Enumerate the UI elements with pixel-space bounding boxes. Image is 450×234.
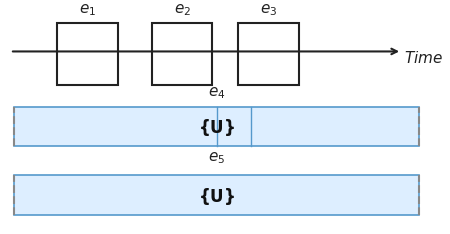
Text: $\mathit{e}_5$: $\mathit{e}_5$ [208,151,225,166]
FancyBboxPatch shape [238,23,299,84]
FancyBboxPatch shape [152,23,212,84]
Text: $\mathit{e}_{3}$: $\mathit{e}_{3}$ [260,3,277,18]
FancyBboxPatch shape [58,23,118,84]
Text: $\mathbf{\{U\}}$: $\mathbf{\{U\}}$ [198,186,235,207]
Text: $\mathit{e}_{2}$: $\mathit{e}_{2}$ [174,3,191,18]
Text: $\mathit{e}_{1}$: $\mathit{e}_{1}$ [79,3,96,18]
Text: $\mathit{e}_4$: $\mathit{e}_4$ [208,85,225,101]
Text: $\it{Time}$: $\it{Time}$ [404,50,443,66]
FancyBboxPatch shape [14,175,419,215]
FancyBboxPatch shape [14,107,419,146]
Text: $\mathbf{\{U\}}$: $\mathbf{\{U\}}$ [198,117,235,138]
